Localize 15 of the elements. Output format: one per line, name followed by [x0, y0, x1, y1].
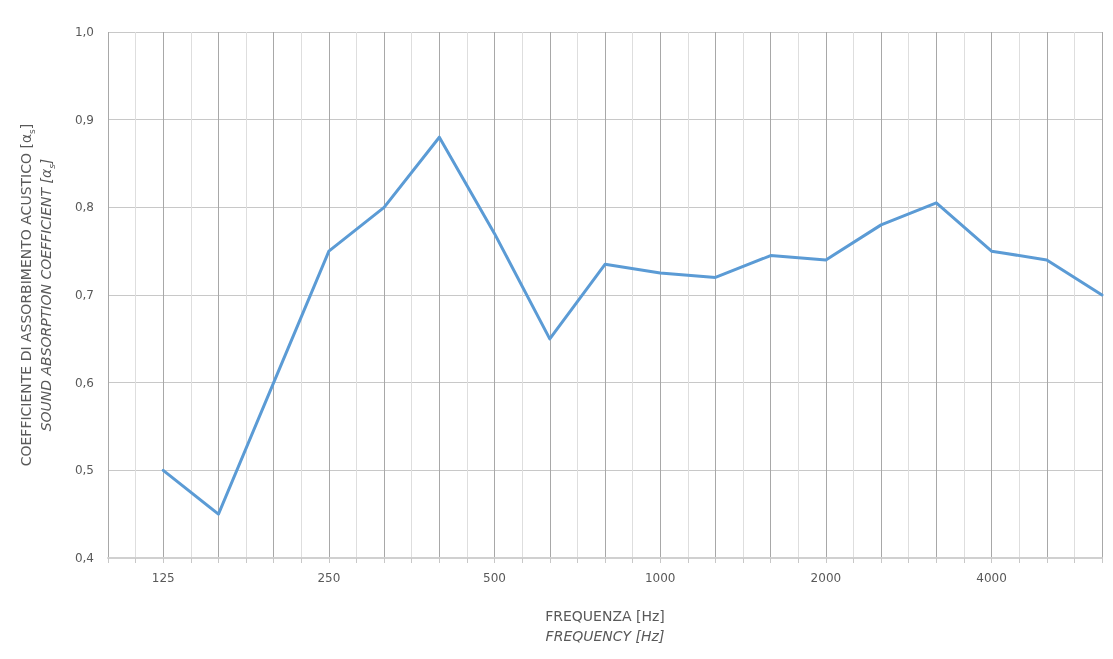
x-tick-label: 2000	[810, 571, 842, 585]
y-tick-label: 0,8	[74, 200, 94, 215]
y-tick-label: 0,6	[74, 375, 94, 390]
y-tick-label: 0,9	[74, 112, 94, 127]
x-axis-title: FREQUENZA [Hz] FREQUENCY [Hz]	[545, 608, 665, 644]
x-tick-label: 1000	[644, 571, 676, 585]
x-tick-label: 250	[317, 571, 341, 585]
y-tick-label: 0,4	[74, 551, 94, 565]
y-tick-label: 0,5	[74, 463, 94, 478]
line-series	[161, 135, 1104, 516]
x-tick-label: 500	[483, 571, 507, 585]
y-tick-label: 0,7	[74, 288, 94, 302]
y-tick-label: 1,0	[74, 25, 94, 39]
x-tick-label: 4000	[976, 571, 1007, 585]
x-tick-label: 125	[151, 571, 175, 585]
